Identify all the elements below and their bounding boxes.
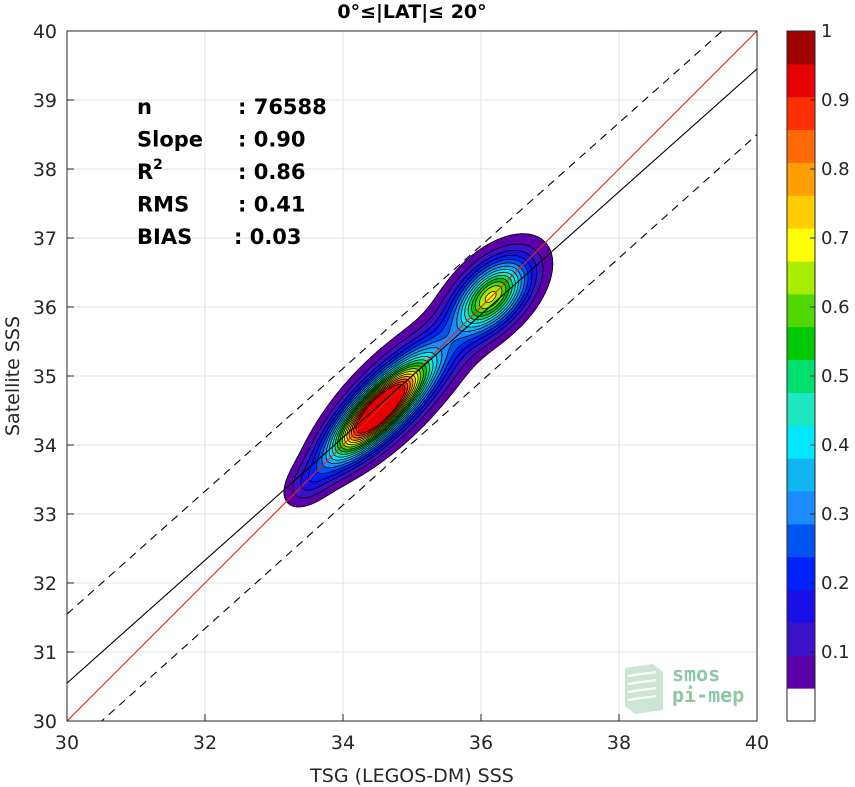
- colorbar-tick-label: 0.9: [821, 90, 850, 111]
- smos-pi-mep-logo: smos pi-mep: [625, 662, 744, 714]
- colorbar-tick-label: 0.8: [821, 159, 850, 180]
- contour-line-level: [339, 281, 507, 450]
- colorbar-tick-label: 0.5: [821, 366, 850, 387]
- stat-label: Slope: [137, 128, 203, 152]
- colorbar-segment: [787, 523, 815, 558]
- colorbar-tick-label: 0.4: [821, 435, 850, 456]
- y-tick-label: 40: [33, 21, 57, 43]
- y-tick-label: 30: [33, 711, 57, 733]
- logo-line-1: smos: [672, 662, 720, 686]
- stat-value: : 0.03: [234, 225, 302, 249]
- colorbar-tick-label: 0.1: [821, 642, 850, 663]
- contour-line-level: [321, 262, 525, 469]
- colorbar-segment: [787, 655, 815, 689]
- contour-line-level: [344, 291, 497, 446]
- contour-line-level: [351, 378, 411, 439]
- colorbar-tick-label: 0.3: [821, 504, 850, 525]
- colorbar-segment: [787, 63, 815, 98]
- y-axis-label: Satellite SSS: [2, 316, 24, 436]
- reference-lines: [67, 31, 757, 721]
- colorbar: 0.1 0.2 0.3 0.4 0.5 0.6 0.7 0.8 0.9 1: [786, 21, 850, 722]
- colorbar-tick-label: 0.6: [821, 297, 850, 318]
- contour-line-level: [331, 271, 516, 458]
- line-lower-bound: [100, 134, 757, 721]
- y-tick-label: 35: [33, 366, 57, 388]
- colorbar-segment: [787, 326, 815, 361]
- colorbar-segment: [787, 392, 815, 426]
- logo-line-2: pi-mep: [672, 683, 744, 707]
- colorbar-segment: [787, 96, 815, 131]
- colorbar-segment: [787, 458, 815, 492]
- colorbar-segment: [787, 556, 815, 591]
- y-tick-label: 32: [33, 573, 57, 595]
- colorbar-segment: [787, 688, 815, 722]
- contour-line-level: [337, 278, 510, 453]
- contour-line-level: [353, 381, 409, 437]
- y-tick-label: 31: [33, 642, 57, 664]
- colorbar-segment: [787, 491, 815, 525]
- y-tick-label: 36: [33, 297, 57, 319]
- y-tick-label: 37: [33, 228, 57, 250]
- contour-line-level: [346, 373, 416, 443]
- x-tick-label: 30: [55, 732, 79, 754]
- colorbar-segment: [787, 261, 815, 295]
- x-tick-label: 32: [193, 732, 217, 754]
- colorbar-segment: [787, 162, 815, 196]
- x-tick-label: 34: [331, 732, 355, 754]
- stat-label: BIAS: [137, 225, 192, 249]
- x-axis: 30 32 34 36 38 40: [55, 714, 769, 754]
- stat-value: : 0.90: [238, 128, 306, 152]
- colorbar-tick-label: 1: [821, 21, 832, 42]
- x-axis-label: TSG (LEGOS-DM) SSS: [309, 765, 514, 787]
- x-tick-label: 36: [469, 732, 493, 754]
- colorbar-segment: [787, 195, 815, 229]
- stat-superscript: 2: [153, 157, 163, 173]
- colorbar-segment: [787, 228, 815, 262]
- contour-line-level: [334, 274, 513, 455]
- x-tick-label: 38: [607, 732, 631, 754]
- x-tick-label: 40: [745, 732, 769, 754]
- contour-line-level: [308, 254, 533, 483]
- colorbar-segment: [787, 589, 815, 623]
- stat-label: n: [137, 95, 152, 119]
- colorbar-tick-label: 0.7: [821, 228, 850, 249]
- line-regression: [67, 68, 757, 684]
- contour-line-level: [300, 250, 538, 491]
- colorbar-segment: [787, 293, 815, 328]
- colorbar-segment: [787, 31, 815, 65]
- y-tick-label: 34: [33, 435, 57, 457]
- stat-value: : 76588: [238, 95, 327, 119]
- y-tick-label: 39: [33, 90, 57, 112]
- stat-label: RMS: [137, 193, 189, 217]
- contour-line-level: [283, 233, 554, 508]
- contour-line-level: [316, 258, 529, 475]
- contour-line-level: [341, 285, 503, 448]
- colorbar-segment: [787, 129, 815, 163]
- colorbar-segment: [787, 622, 815, 656]
- y-tick-label: 38: [33, 159, 57, 181]
- colorbar-segment: [787, 425, 815, 459]
- y-tick-label: 33: [33, 504, 57, 526]
- contour-line-level: [325, 265, 522, 464]
- contour-line-level: [292, 243, 544, 499]
- stat-value: : 0.41: [238, 193, 306, 217]
- chart-title: 0°≤|LAT|≤ 20°: [337, 1, 486, 23]
- stat-value: : 0.86: [238, 160, 306, 184]
- contour-line-level: [348, 376, 414, 441]
- colorbar-tick-label: 0.2: [821, 573, 850, 594]
- y-axis: 30 31 32 33 34 35 36 37 38 39 40: [33, 21, 74, 733]
